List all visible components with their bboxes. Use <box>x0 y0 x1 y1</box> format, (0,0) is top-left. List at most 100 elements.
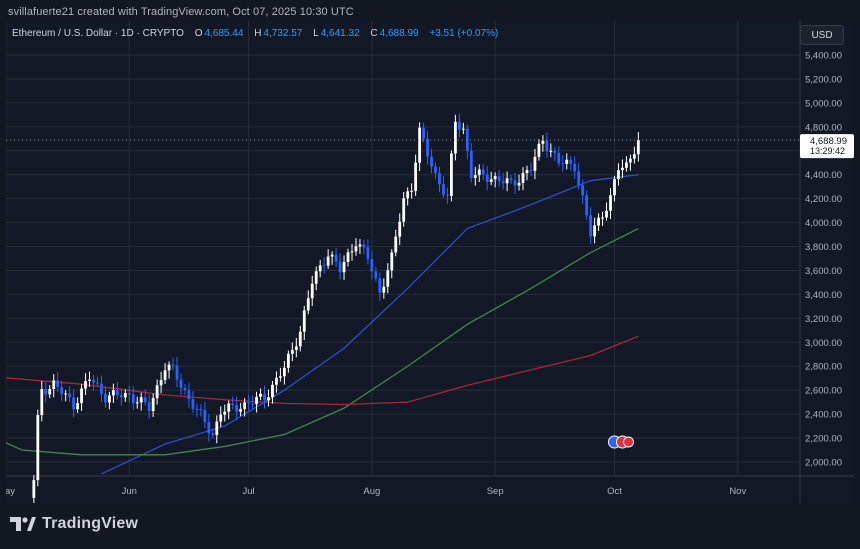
candle-body <box>179 379 183 388</box>
candle-body <box>334 254 338 262</box>
candle-body <box>628 158 632 163</box>
candle-body <box>573 163 577 172</box>
candle-body <box>175 365 179 380</box>
candle-body <box>84 380 87 389</box>
candle-body <box>60 387 64 395</box>
candle-body <box>414 162 418 191</box>
candle-body <box>56 380 60 388</box>
candle-body <box>64 393 68 395</box>
candle-body <box>609 195 612 211</box>
candle-body <box>52 380 56 389</box>
candle-body <box>374 271 378 279</box>
candle-body <box>96 382 99 384</box>
candle-body <box>183 387 187 391</box>
tradingview-logo[interactable]: TradingView <box>10 515 138 533</box>
candle-body <box>314 271 318 284</box>
candle-body <box>338 261 342 273</box>
candle-body <box>410 190 414 192</box>
candle-body <box>597 217 600 226</box>
candle-body <box>477 169 481 176</box>
symbol-name: Ethereum / U.S. Dollar · 1D · CRYPTO <box>12 28 184 39</box>
tradingview-wordmark: TradingView <box>42 515 139 532</box>
candle-body <box>259 393 262 397</box>
candle-body <box>613 179 616 196</box>
candle-body <box>263 393 266 401</box>
candle-body <box>422 127 425 139</box>
candle-body <box>139 397 143 403</box>
candle-body <box>394 236 398 253</box>
candle-body <box>454 121 457 154</box>
candle-body <box>163 370 167 381</box>
candle-body <box>525 170 529 173</box>
candle-body <box>438 172 441 185</box>
symbol-legend: Ethereum / U.S. Dollar · 1D · CRYPTO O 4,… <box>12 28 498 39</box>
candle-body <box>40 389 44 416</box>
last-price-tag <box>800 134 854 159</box>
candles <box>32 113 640 503</box>
candle-body <box>513 180 517 186</box>
chart-area[interactable]: 2,000.00 2,200.00 2,400.00 2,600.00 2,800.00… <box>6 21 854 503</box>
y-tick-label: 2,400.00 <box>805 410 842 421</box>
candle-body <box>111 390 115 396</box>
candle-body <box>390 252 394 271</box>
candle-body <box>461 128 465 130</box>
candle-body <box>585 195 589 216</box>
candle-body <box>310 283 314 299</box>
candle-body <box>143 397 147 403</box>
x-tick-label: Sep <box>487 486 504 497</box>
change-value: +3.51 (+0.07%) <box>429 28 499 39</box>
y-tick-label: 3,600.00 <box>805 266 842 277</box>
candle-body <box>342 261 346 273</box>
candle-body <box>636 140 640 155</box>
candle-body <box>533 156 537 171</box>
candle-body <box>119 395 123 398</box>
candle-body <box>382 286 386 293</box>
candle-body <box>207 421 211 434</box>
candle-body <box>465 128 469 151</box>
candle-body <box>100 383 103 394</box>
candle-body <box>48 388 52 395</box>
y-tick-label: 2,200.00 <box>805 434 842 445</box>
candle-body <box>561 163 565 165</box>
economic-event-flag-icon <box>622 436 634 448</box>
candle-body <box>171 364 175 366</box>
candle-body <box>366 247 370 260</box>
candle-body <box>632 154 636 159</box>
candle-body <box>358 244 362 247</box>
candle-body <box>517 182 521 186</box>
y-tick-label: 4,400.00 <box>805 170 842 181</box>
y-tick-label: 3,200.00 <box>805 314 842 325</box>
candle-body <box>481 169 485 175</box>
candle-body <box>589 215 593 237</box>
candle-body <box>92 379 95 383</box>
footer <box>0 503 860 549</box>
candle-body <box>450 153 453 196</box>
candle-body <box>326 256 330 266</box>
price-chart[interactable]: 2,000.00 2,200.00 2,400.00 2,600.00 2,800.00… <box>6 21 854 503</box>
candle-body <box>279 376 282 378</box>
candle-body <box>239 408 243 412</box>
candle-body <box>346 252 350 262</box>
candle-body <box>123 393 127 398</box>
candle-body <box>330 254 334 257</box>
candle-body <box>318 265 322 272</box>
high-value: 4,732.57 <box>263 28 303 39</box>
last-price-value: 4,688.99 <box>810 136 847 147</box>
candle-body <box>497 176 501 182</box>
y-tick-label: 2,600.00 <box>805 386 842 397</box>
currency-button[interactable]: USD <box>800 25 844 45</box>
candle-body <box>625 162 628 168</box>
candle-body <box>151 398 155 411</box>
y-tick-label: 3,400.00 <box>805 290 842 301</box>
candle-body <box>104 393 107 403</box>
candle-body <box>68 393 72 398</box>
candle-body <box>147 402 151 411</box>
candle-body <box>485 174 489 182</box>
y-tick-label: 3,800.00 <box>805 242 842 253</box>
close-label: C <box>370 28 378 39</box>
y-tick-label: 3,000.00 <box>805 338 842 349</box>
open-label: O <box>194 28 203 39</box>
candle-body <box>446 194 449 196</box>
candle-body <box>187 390 191 400</box>
candle-body <box>493 176 497 180</box>
